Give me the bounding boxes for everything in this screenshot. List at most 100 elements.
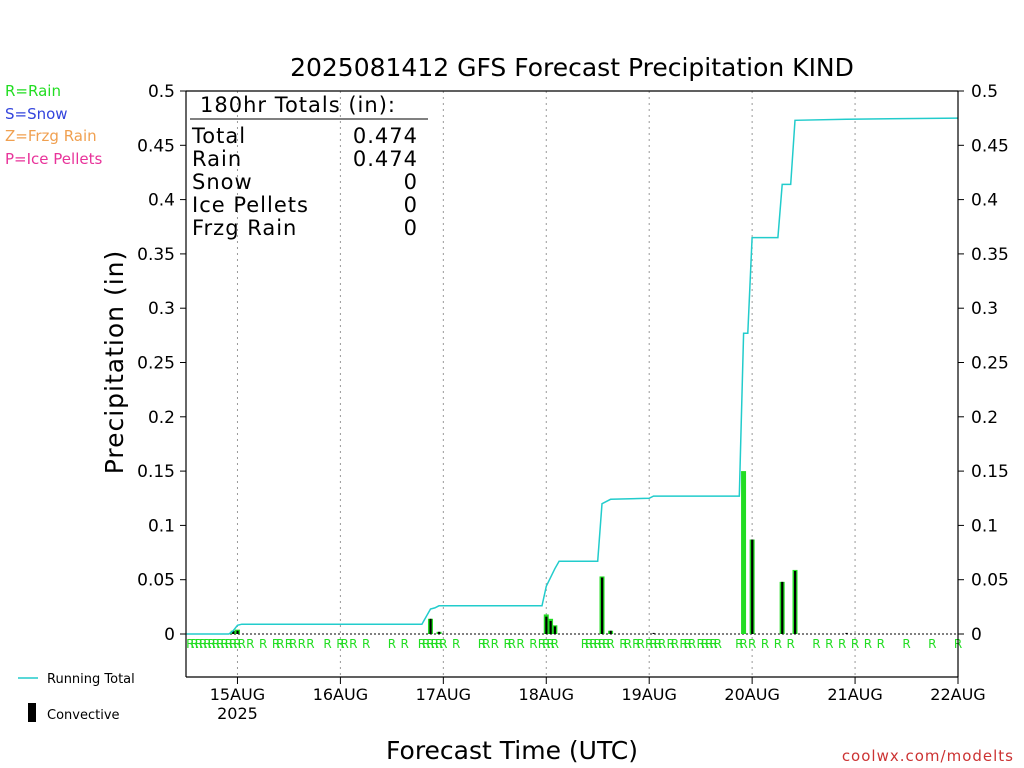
x-tick-sublabel-0: 2025 (217, 704, 258, 723)
convective-legend-label: Convective (47, 708, 120, 723)
type-marker-57: R (645, 637, 653, 651)
convective-bar-10 (751, 539, 754, 634)
type-marker-7: R (216, 637, 224, 651)
type-marker-32: R (435, 637, 443, 651)
type-marker-14: R (259, 637, 267, 651)
type-marker-61: R (666, 637, 674, 651)
type-marker-35: R (478, 637, 486, 651)
type-marker-37: R (491, 637, 499, 651)
y-tick-label-right-5: 0.25 (971, 354, 1009, 374)
type-marker-20: R (306, 637, 314, 651)
totals-rows: Total 0.474 Rain 0.474 Snow 0 Ice Pellets 0 Frzg… (191, 124, 418, 240)
totals-label-0: Total (191, 124, 246, 148)
y-tick-label-right-6: 0.3 (971, 299, 998, 319)
convective-bar-0 (232, 630, 235, 634)
type-marker-17: R (285, 637, 293, 651)
totals-label-4: Frzg Rain (192, 216, 297, 240)
type-marker-16: R (276, 637, 284, 651)
precip-bars (230, 471, 848, 634)
type-marker-9: R (225, 637, 233, 651)
type-marker-1: R (190, 637, 198, 651)
type-marker-51: R (602, 637, 610, 651)
type-marker-36: R (482, 637, 490, 651)
type-marker-40: R (516, 637, 524, 651)
convective-legend-swatch (28, 703, 36, 722)
totals-heading: 180hr Totals (in): (200, 93, 396, 117)
type-marker-30: R (426, 637, 434, 651)
convective-bar-7 (601, 577, 604, 634)
legend-ice-pellets: P=Ice Pellets (5, 150, 102, 168)
type-marker-33: R (439, 637, 447, 651)
type-marker-50: R (598, 637, 606, 651)
type-marker-81: R (864, 637, 872, 651)
convective-bar-6 (553, 626, 557, 634)
totals-box: 180hr Totals (in): Total 0.474 Rain 0.474 Sn… (190, 93, 428, 240)
x-tick-label-4: 19AUG (621, 685, 676, 704)
type-marker-31: R (431, 637, 439, 651)
type-marker-24: R (349, 637, 357, 651)
axes: 0 00.05 0.050.1 0.10.15 0.150.2 0.20.25 0.250.… (137, 82, 1009, 723)
type-marker-79: R (838, 637, 846, 651)
type-marker-11: R (233, 637, 241, 651)
type-marker-65: R (688, 637, 696, 651)
type-marker-0: R (186, 637, 194, 651)
totals-value-2: 0 (404, 170, 418, 194)
y-tick-label-left-5: 0.25 (137, 354, 175, 374)
type-marker-76: R (787, 637, 795, 651)
convective-bar-12 (794, 571, 797, 634)
y-tick-label-left-9: 0.45 (137, 136, 175, 156)
type-marker-69: R (709, 637, 717, 651)
chart-title: 2025081412 GFS Forecast Precipitation KI… (290, 53, 854, 82)
type-marker-39: R (508, 637, 516, 651)
type-marker-60: R (658, 637, 666, 651)
type-marker-52: R (606, 637, 614, 651)
running-total-line (186, 117, 959, 635)
x-tick-label-7: 22AUG (930, 685, 985, 704)
bottom-legend: Running Total Convective (18, 672, 135, 723)
type-marker-56: R (636, 637, 644, 651)
type-marker-19: R (298, 637, 306, 651)
type-marker-73: R (748, 637, 756, 651)
y-tick-label-right-2: 0.1 (971, 516, 998, 536)
type-marker-6: R (212, 637, 220, 651)
y-tick-label-left-10: 0.5 (148, 82, 175, 102)
type-marker-42: R (538, 637, 546, 651)
type-marker-8: R (220, 637, 228, 651)
type-marker-25: R (362, 637, 370, 651)
type-marker-38: R (503, 637, 511, 651)
type-marker-71: R (735, 637, 743, 651)
type-marker-48: R (589, 637, 597, 651)
totals-value-3: 0 (404, 193, 418, 217)
convective-bar-5 (549, 620, 552, 634)
type-marker-12: R (238, 637, 246, 651)
totals-label-1: Rain (192, 147, 242, 171)
type-marker-82: R (877, 637, 885, 651)
type-marker-53: R (619, 637, 627, 651)
type-marker-46: R (581, 637, 589, 651)
x-tick-label-1: 16AUG (313, 685, 368, 704)
totals-value-4: 0 (404, 216, 418, 240)
type-marker-62: R (671, 637, 679, 651)
type-marker-43: R (542, 637, 550, 651)
type-marker-21: R (323, 637, 331, 651)
type-marker-84: R (928, 637, 936, 651)
type-marker-18: R (289, 637, 297, 651)
type-marker-44: R (546, 637, 554, 651)
type-marker-58: R (649, 637, 657, 651)
y-tick-label-right-9: 0.45 (971, 136, 1009, 156)
type-marker-45: R (551, 637, 559, 651)
type-marker-26: R (388, 637, 396, 651)
y-tick-label-right-4: 0.2 (971, 408, 998, 428)
type-marker-41: R (529, 637, 537, 651)
convective-bar-9 (652, 632, 655, 634)
type-marker-80: R (851, 637, 859, 651)
running-total-legend-label: Running Total (47, 672, 135, 687)
type-marker-47: R (585, 637, 593, 651)
type-marker-68: R (705, 637, 713, 651)
y-tick-label-left-4: 0.2 (148, 408, 175, 428)
precip-type-legend: R=Rain S=Snow Z=Frzg Rain P=Ice Pellets (5, 82, 102, 168)
type-marker-15: R (272, 637, 280, 651)
y-tick-label-left-3: 0.15 (137, 462, 175, 482)
type-marker-59: R (654, 637, 662, 651)
